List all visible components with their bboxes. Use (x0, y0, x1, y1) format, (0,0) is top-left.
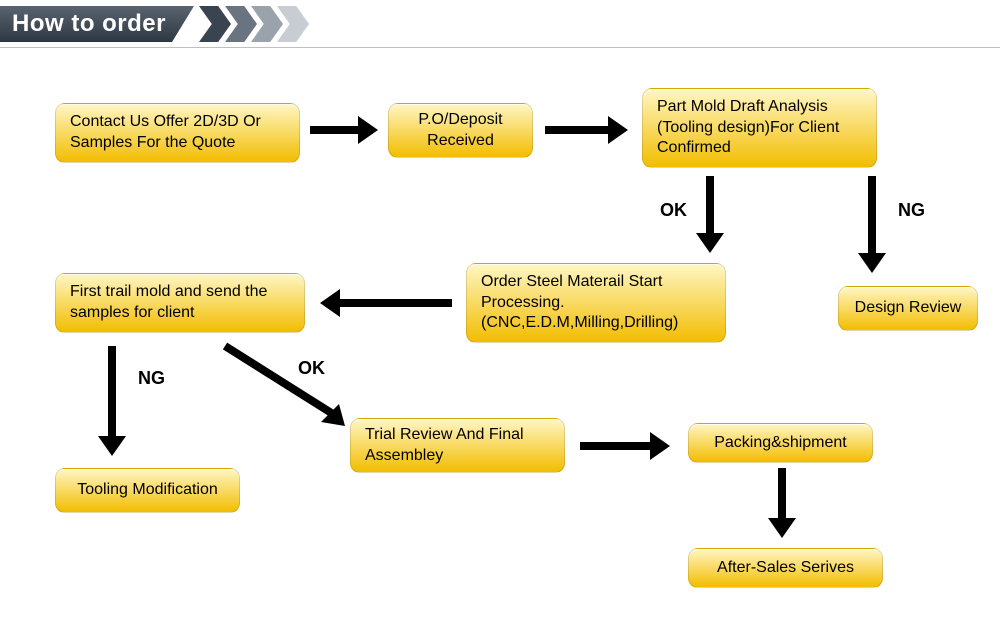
header-chevron (199, 6, 231, 42)
node-contact: Contact Us Offer 2D/3D Or Samples For th… (55, 103, 300, 163)
node-label: Trial Review And Final Assembley (365, 425, 550, 467)
node-label: First trail mold and send the samples fo… (70, 282, 290, 324)
node-after_sales: After-Sales Serives (688, 548, 883, 588)
header: How to order (0, 0, 1000, 48)
node-analysis: Part Mold Draft Analysis (Tooling design… (642, 88, 877, 168)
node-order_steel: Order Steel Materail Start Processing.(C… (466, 263, 726, 343)
node-trial_rev: Trial Review And Final Assembley (350, 418, 565, 473)
node-label: Order Steel Materail Start Processing.(C… (481, 272, 711, 334)
node-design_rev: Design Review (838, 286, 978, 331)
edge-label: OK (660, 200, 687, 221)
node-label: P.O/Deposit Received (403, 110, 518, 152)
header-chevrons (205, 6, 309, 42)
node-label: Packing&shipment (714, 433, 847, 454)
node-label: Part Mold Draft Analysis (Tooling design… (657, 97, 862, 159)
edge-label: NG (138, 368, 165, 389)
node-packing: Packing&shipment (688, 423, 873, 463)
header-title-bar: How to order (0, 6, 194, 42)
node-po: P.O/Deposit Received (388, 103, 533, 158)
node-label: Design Review (855, 298, 962, 319)
node-label: Tooling Modification (77, 480, 218, 501)
header-title: How to order (12, 10, 166, 38)
edge-label: OK (298, 358, 325, 379)
edge-label: NG (898, 200, 925, 221)
node-first_trail: First trail mold and send the samples fo… (55, 273, 305, 333)
node-tool_mod: Tooling Modification (55, 468, 240, 513)
node-label: Contact Us Offer 2D/3D Or Samples For th… (70, 112, 285, 154)
flowchart-stage: Contact Us Offer 2D/3D Or Samples For th… (0, 48, 1000, 617)
node-label: After-Sales Serives (717, 558, 854, 579)
